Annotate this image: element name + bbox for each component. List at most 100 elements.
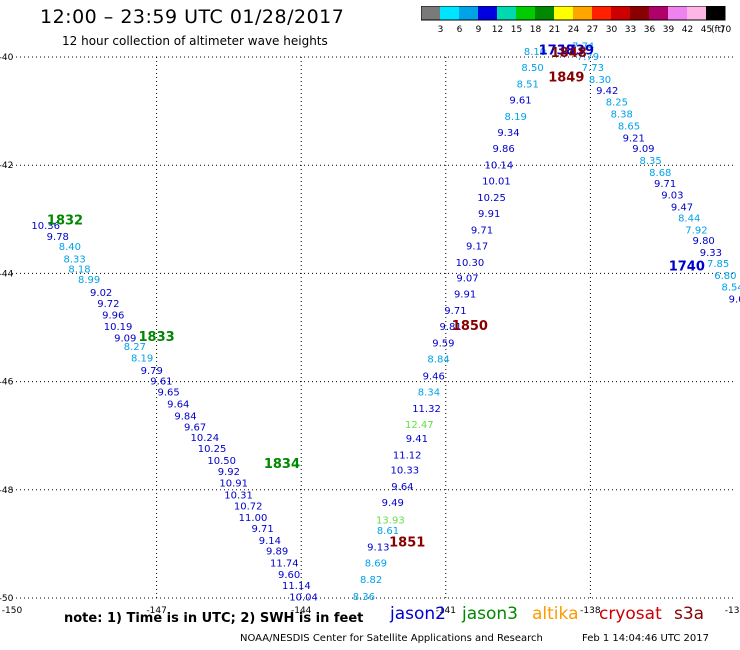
colorbar-swatch xyxy=(440,6,459,20)
data-value-label: 9.09 xyxy=(114,334,136,345)
data-value-label: 8.84 xyxy=(427,355,449,366)
data-value-label: 9.71 xyxy=(252,524,274,535)
page-title: 12:00 – 23:59 UTC 01/28/2017 xyxy=(40,6,345,28)
credit-text: NOAA/NESDIS Center for Satellite Applica… xyxy=(240,633,543,644)
data-value-label: 9.46 xyxy=(423,371,445,382)
data-value-label: 9.33 xyxy=(700,248,722,259)
data-value-label: 6.80 xyxy=(714,271,736,282)
data-value-label: 10.24 xyxy=(190,433,219,444)
colorbar-swatch xyxy=(668,6,687,20)
data-value-label: 9.17 xyxy=(466,242,488,253)
pass-label: 1739 xyxy=(558,43,594,58)
colorbar-tick-label: 39 xyxy=(663,25,675,35)
data-value-label: 9.61 xyxy=(150,376,172,387)
colorbar-swatch xyxy=(611,6,630,20)
data-value-label: 10.72 xyxy=(234,501,263,512)
data-value-label: 8.36 xyxy=(353,592,375,603)
x-tick-label: -150 xyxy=(2,606,23,616)
colorbar-swatch xyxy=(554,6,573,20)
data-value-label: 8.99 xyxy=(78,275,100,286)
data-value-label: 8.40 xyxy=(59,242,81,253)
colorbar-tick-label: 42 xyxy=(682,25,693,35)
colorbar-tick-label: 12 xyxy=(492,25,503,35)
data-value-label: 9.21 xyxy=(623,133,645,144)
colorbar-tick-label: 21 xyxy=(549,25,560,35)
data-value-label: 11.74 xyxy=(270,559,299,570)
data-value-label: 7.79 xyxy=(577,52,599,63)
data-value-label: 10.30 xyxy=(456,258,485,269)
data-value-label: 9.81 xyxy=(439,322,461,333)
data-value-label: 8.65 xyxy=(618,121,640,132)
pass-label: 1851 xyxy=(389,536,425,551)
data-value-label: 9.59 xyxy=(432,338,454,349)
data-value-label: 13.93 xyxy=(376,515,405,526)
data-value-label: 12.47 xyxy=(405,420,434,431)
pass-label: 1832 xyxy=(47,214,83,229)
data-value-label: 9.71 xyxy=(471,225,493,236)
colorbar-tick-label: 70 xyxy=(720,25,731,35)
data-value-label: 8.44 xyxy=(678,213,700,224)
colorbar-tick-label: 36 xyxy=(644,25,656,35)
data-value-label: 8.10 xyxy=(524,47,546,58)
data-value-label: 8.25 xyxy=(606,98,628,109)
data-value-label: 10.25 xyxy=(477,193,506,204)
data-value-label: 9.86 xyxy=(493,144,515,155)
data-points: 10.369.788.408.338.188.999.029.729.9610.… xyxy=(31,41,740,603)
x-tick-label: -138 xyxy=(580,606,601,616)
data-value-label: 9.07 xyxy=(456,274,478,285)
data-value-label: 9.13 xyxy=(367,542,389,553)
data-value-label: 10.36 xyxy=(31,221,60,232)
colorbar-swatch xyxy=(516,6,535,20)
data-value-label: 9.42 xyxy=(596,86,618,97)
data-value-label: 11.12 xyxy=(393,450,422,461)
colorbar-tick-label: 18 xyxy=(530,25,542,35)
legend-jason3: jason3 xyxy=(462,604,518,624)
data-value-label: 8.30 xyxy=(589,75,611,86)
data-value-label: 11.32 xyxy=(412,404,441,415)
colorbar: 3 6 9 12 15 18 21 24 27 30 33 36 39 42 45 70(ft) xyxy=(421,6,731,35)
data-value-label: 9.91 xyxy=(454,290,476,301)
pass-label: 1738 xyxy=(539,43,575,58)
data-value-label: 8.50 xyxy=(521,63,543,74)
data-value-label: 11.14 xyxy=(282,581,311,592)
colorbar-swatch xyxy=(649,6,668,20)
data-value-label: 9.14 xyxy=(259,536,281,547)
data-value-label: 9.41 xyxy=(406,434,428,445)
data-value-label: 10.04 xyxy=(289,593,318,604)
x-tick-label: -147 xyxy=(146,606,166,616)
data-value-label: 8.19 xyxy=(131,354,153,365)
data-value-label: 10.01 xyxy=(482,177,511,188)
data-value-label: 10.31 xyxy=(224,490,253,501)
data-value-label: 9.71 xyxy=(654,179,676,190)
pass-label: 1849 xyxy=(548,70,584,85)
legend-jason2: jason2 xyxy=(390,604,446,624)
data-value-label: 7.74 xyxy=(572,41,594,52)
legend-cryosat: cryosat xyxy=(599,604,662,624)
pass-label: 1834 xyxy=(264,457,300,472)
colorbar-swatch xyxy=(573,6,592,20)
data-value-label: 9.72 xyxy=(97,299,119,310)
pass-label: 1848 xyxy=(551,46,587,61)
data-value-label: 8.68 xyxy=(649,168,671,179)
timestamp-text: Feb 1 14:04:46 UTC 2017 xyxy=(582,633,709,644)
data-value-label: 8.18 xyxy=(68,264,90,275)
x-tick-label: -144 xyxy=(291,606,312,616)
colorbar-tick-label: 9 xyxy=(476,25,482,35)
data-value-label: 9.96 xyxy=(102,310,124,321)
legend-altika: altika xyxy=(532,604,579,624)
y-tick-label: -48 xyxy=(0,486,14,496)
colorbar-tick-label: 6 xyxy=(457,25,463,35)
colorbar-swatch xyxy=(497,6,516,20)
data-value-label: 8.34 xyxy=(418,388,440,399)
data-value-label: 8.69 xyxy=(365,559,387,570)
data-value-label: 9.78 xyxy=(47,232,69,243)
data-value-label: 8.54 xyxy=(721,283,740,294)
data-value-label: 11.00 xyxy=(239,513,268,524)
chart-subtitle: 12 hour collection of altimeter wave hei… xyxy=(62,34,328,48)
data-value-label: 9.89 xyxy=(266,547,288,558)
colorbar-tick-label: 33 xyxy=(625,25,636,35)
colorbar-swatch xyxy=(687,6,706,20)
colorbar-tick-label: 30 xyxy=(606,25,618,35)
data-value-label: 9.64 xyxy=(391,482,413,493)
